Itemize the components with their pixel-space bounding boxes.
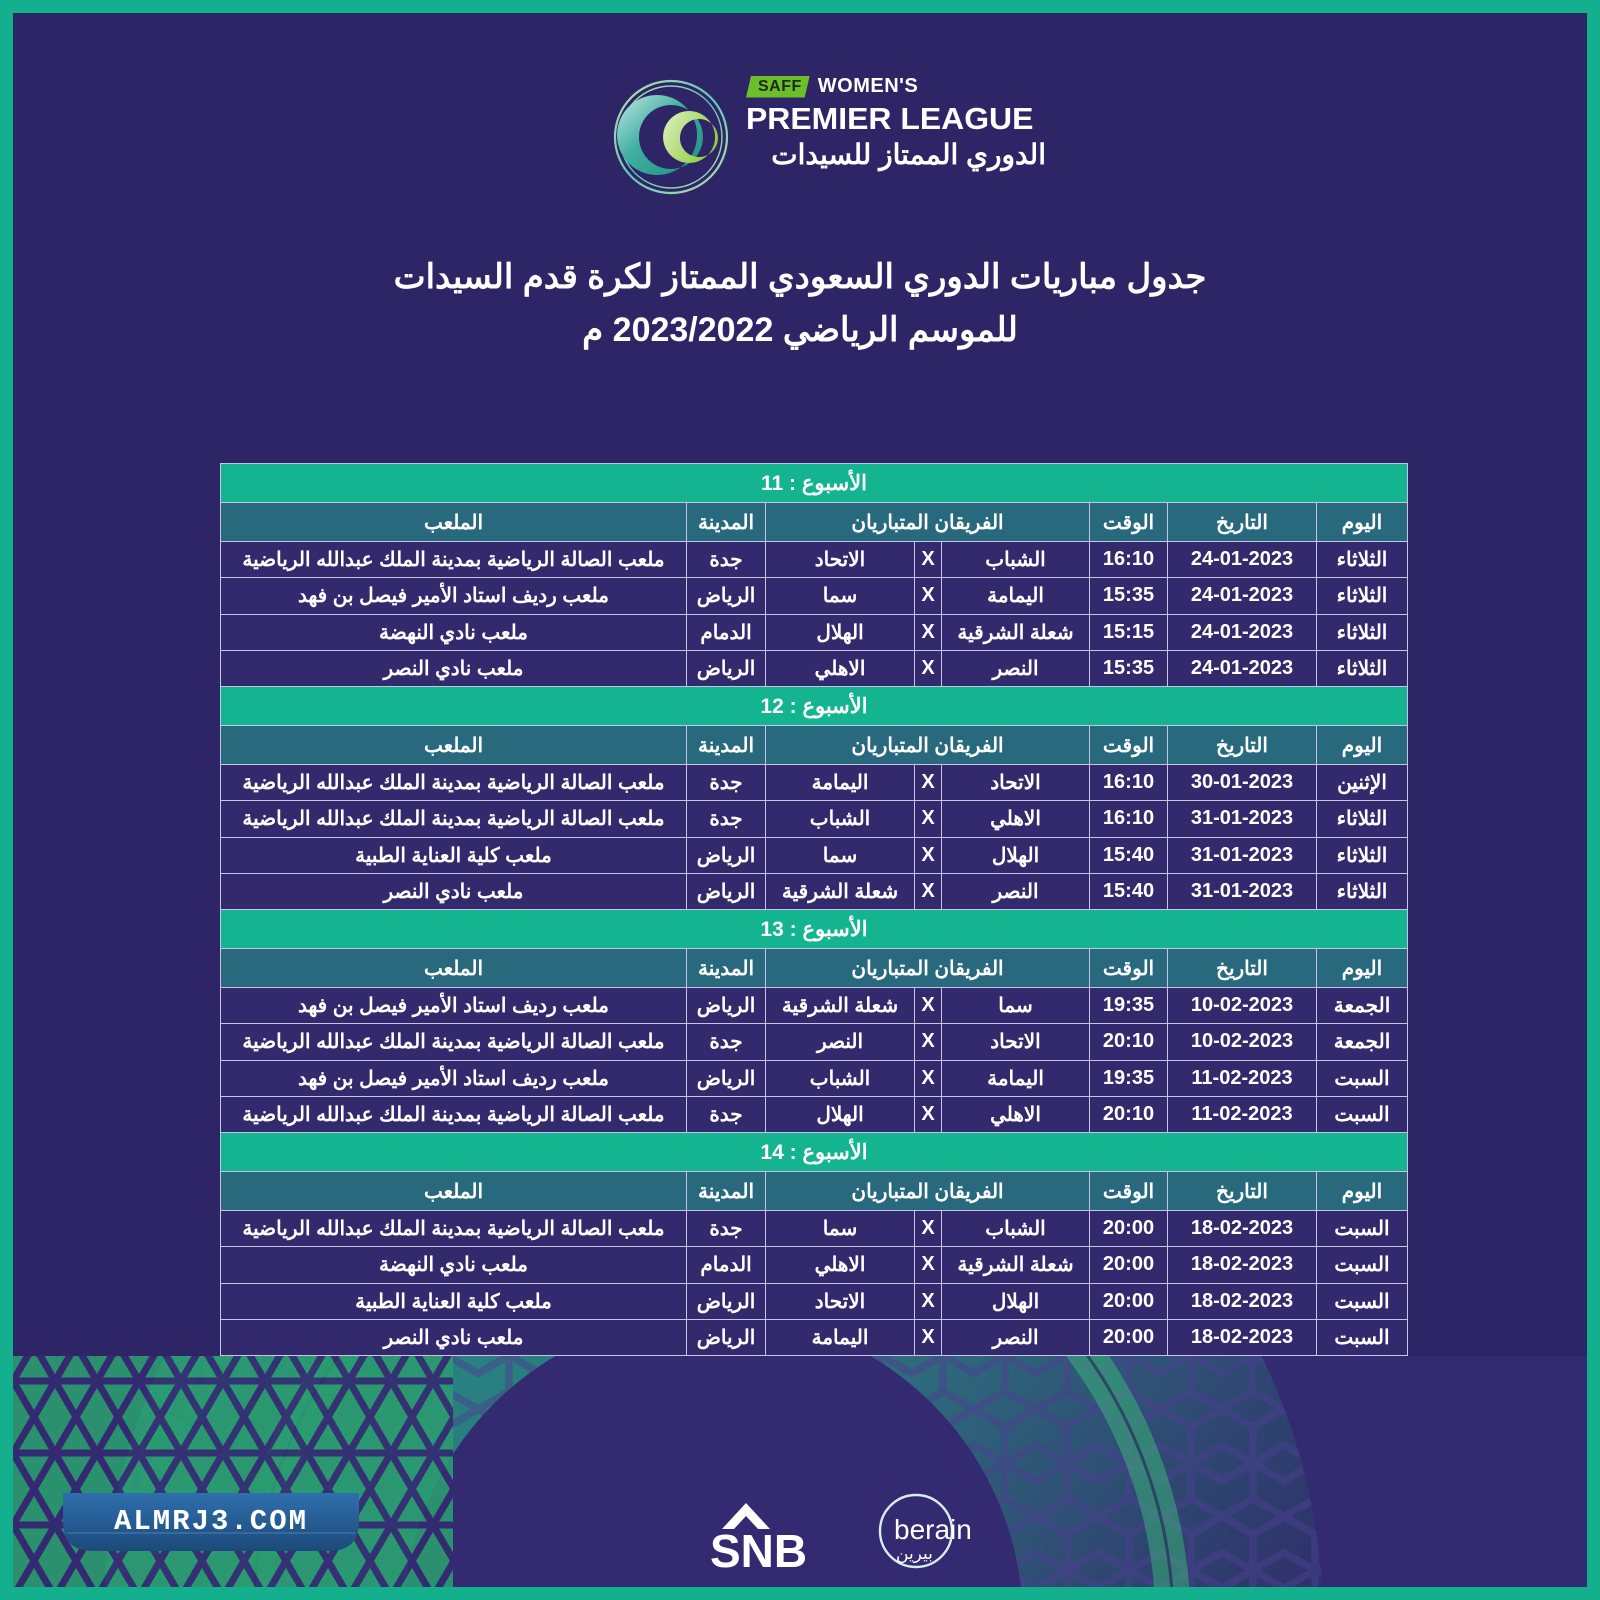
svg-text:berain: berain: [894, 1514, 972, 1545]
svg-text:ALMRJ3.COM: ALMRJ3.COM: [114, 1505, 308, 1538]
svg-text:SNB: SNB: [710, 1525, 807, 1571]
svg-text:بيرين: بيرين: [896, 1544, 933, 1564]
